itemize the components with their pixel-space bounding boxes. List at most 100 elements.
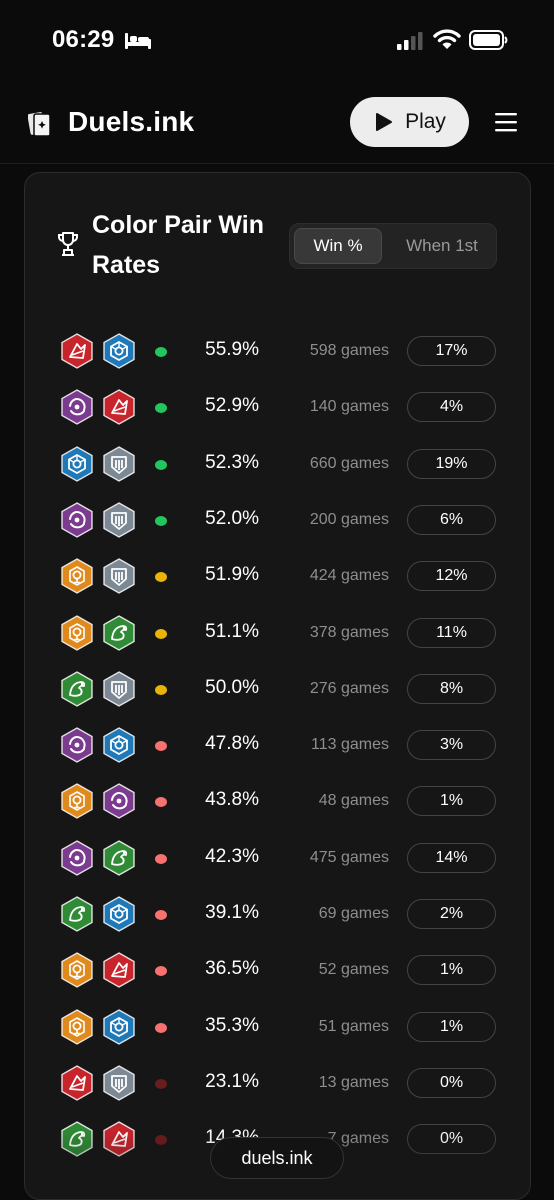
trend-dot bbox=[155, 515, 167, 526]
trend-dot bbox=[155, 1135, 167, 1146]
color-pair-row[interactable]: 43.8% 48 games 1% bbox=[25, 773, 530, 829]
purple-ink-icon bbox=[61, 389, 93, 426]
play-share-badge: 1% bbox=[407, 955, 496, 986]
tab-when-first[interactable]: When 1st bbox=[406, 236, 478, 255]
win-rate: 51.1% bbox=[205, 620, 259, 642]
play-share-badge: 1% bbox=[407, 786, 496, 817]
color-pair-row[interactable]: 51.1% 378 games 11% bbox=[25, 605, 530, 661]
play-share-badge: 11% bbox=[407, 617, 496, 648]
games-count: 660 games bbox=[309, 454, 389, 472]
status-time: 06:29 bbox=[52, 26, 115, 53]
play-icon bbox=[376, 113, 393, 131]
win-rate: 42.3% bbox=[205, 845, 259, 867]
win-rate: 51.9% bbox=[205, 564, 259, 586]
color-pair-row[interactable]: 55.9% 598 games 17% bbox=[25, 323, 530, 379]
win-rate: 23.1% bbox=[205, 1070, 259, 1092]
play-share-badge: 2% bbox=[407, 899, 496, 929]
tab-win-percent[interactable]: Win % bbox=[294, 228, 382, 264]
win-rate: 52.0% bbox=[205, 507, 259, 529]
color-pair-row[interactable]: 52.9% 140 games 4% bbox=[25, 379, 530, 435]
play-share-badge: 12% bbox=[407, 561, 496, 592]
color-pair-row[interactable]: 39.1% 69 games 2% bbox=[25, 886, 530, 942]
purple-ink-icon bbox=[61, 839, 93, 876]
trend-dot bbox=[155, 741, 167, 752]
color-pair-row[interactable]: 50.0% 276 games 8% bbox=[25, 661, 530, 717]
cards-logo-icon bbox=[28, 112, 51, 137]
metric-toggle: Win % When 1st bbox=[289, 223, 497, 269]
color-pair-row[interactable]: 36.5% 52 games 1% bbox=[25, 942, 530, 998]
red-ink-icon bbox=[103, 952, 135, 989]
trend-dot bbox=[155, 966, 167, 977]
games-count: 475 games bbox=[309, 848, 389, 866]
trophy-icon bbox=[58, 232, 78, 256]
status-bar: 06:29 bbox=[0, 0, 554, 84]
win-rate: 47.8% bbox=[205, 733, 259, 755]
play-button-label: Play bbox=[405, 110, 446, 133]
trend-dot bbox=[155, 628, 167, 639]
red-ink-icon bbox=[103, 1121, 135, 1157]
purple-ink-icon bbox=[61, 727, 93, 763]
trend-dot bbox=[155, 572, 167, 583]
steel-ink-icon bbox=[103, 1065, 135, 1101]
color-pair-row[interactable]: 52.0% 200 games 6% bbox=[25, 492, 530, 548]
blue-ink-icon bbox=[103, 333, 135, 369]
play-button[interactable]: Play bbox=[350, 97, 469, 147]
blue-ink-icon bbox=[103, 1008, 135, 1045]
color-pair-row[interactable]: 42.3% 475 games 14% bbox=[25, 830, 530, 886]
games-count: 200 games bbox=[309, 510, 389, 528]
steel-ink-icon bbox=[103, 558, 135, 594]
green-ink-icon bbox=[61, 1121, 93, 1157]
red-ink-icon bbox=[103, 389, 135, 426]
play-share-badge: 3% bbox=[407, 730, 496, 761]
games-count: 276 games bbox=[309, 679, 389, 697]
trend-dot bbox=[155, 853, 167, 864]
color-pair-row[interactable]: 35.3% 51 games 1% bbox=[25, 999, 530, 1055]
brand-name[interactable]: Duels.ink bbox=[68, 106, 195, 137]
blue-ink-icon bbox=[103, 727, 135, 763]
cellular-signal-icon bbox=[397, 32, 423, 50]
games-count: 113 games bbox=[311, 736, 389, 754]
color-pair-row[interactable]: 51.9% 424 games 12% bbox=[25, 548, 530, 604]
trend-dot bbox=[155, 403, 167, 414]
play-share-badge: 17% bbox=[407, 336, 496, 366]
play-share-badge: 6% bbox=[407, 504, 496, 535]
blue-ink-icon bbox=[61, 445, 93, 482]
steel-ink-icon bbox=[103, 670, 135, 707]
amber-ink-icon bbox=[61, 783, 93, 820]
games-count: 52 games bbox=[318, 961, 389, 979]
play-share-badge: 1% bbox=[407, 1011, 496, 1042]
hamburger-menu-icon[interactable] bbox=[494, 111, 518, 133]
win-rate: 43.8% bbox=[205, 789, 259, 811]
games-count: 69 games bbox=[318, 905, 389, 922]
games-count: 51 games bbox=[318, 1017, 389, 1035]
trend-dot bbox=[155, 684, 167, 695]
site-url-pill[interactable]: duels.ink bbox=[210, 1137, 344, 1179]
games-count: 48 games bbox=[318, 792, 389, 810]
green-ink-icon bbox=[61, 670, 93, 707]
play-share-badge: 0% bbox=[407, 1124, 496, 1155]
play-share-badge: 14% bbox=[407, 842, 496, 873]
trend-dot bbox=[155, 910, 167, 920]
wifi-icon bbox=[433, 29, 461, 49]
color-pair-row[interactable]: 23.1% 13 games 0% bbox=[25, 1055, 530, 1111]
win-rate: 39.1% bbox=[205, 902, 259, 923]
games-count: 13 games bbox=[318, 1073, 389, 1091]
games-count: 598 games bbox=[309, 342, 389, 359]
app-header: Duels.ink Play bbox=[0, 84, 554, 164]
win-rate: 55.9% bbox=[205, 339, 259, 360]
games-count: 424 games bbox=[309, 567, 389, 585]
card-title: Color Pair Win Rates bbox=[92, 211, 265, 279]
color-pair-row[interactable]: 47.8% 113 games 3% bbox=[25, 717, 530, 773]
red-ink-icon bbox=[61, 333, 93, 369]
battery-icon bbox=[469, 30, 508, 50]
win-rate: 35.3% bbox=[205, 1014, 259, 1036]
games-count: 140 games bbox=[309, 398, 389, 416]
trend-dot bbox=[155, 1022, 167, 1033]
blue-ink-icon bbox=[103, 896, 135, 932]
trend-dot bbox=[155, 347, 167, 357]
color-pair-row[interactable]: 52.3% 660 games 19% bbox=[25, 436, 530, 492]
amber-ink-icon bbox=[61, 952, 93, 989]
play-share-badge: 8% bbox=[407, 673, 496, 704]
green-ink-icon bbox=[61, 896, 93, 932]
play-share-badge: 4% bbox=[407, 392, 496, 423]
